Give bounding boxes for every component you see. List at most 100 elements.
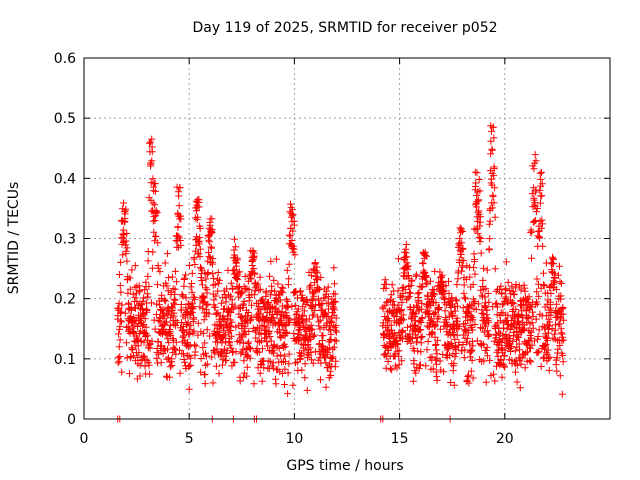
data-point — [314, 286, 322, 294]
y-tick-label: 0.1 — [54, 352, 76, 368]
data-point — [189, 305, 197, 313]
data-point — [452, 296, 460, 304]
data-point — [409, 377, 417, 385]
data-point — [482, 346, 490, 354]
data-point — [460, 320, 467, 328]
data-point — [181, 358, 189, 366]
data-point — [277, 351, 285, 359]
data-point — [250, 291, 258, 299]
data-point — [435, 313, 443, 321]
data-point — [243, 353, 251, 361]
data-point — [487, 175, 495, 183]
data-point — [148, 148, 156, 156]
data-point — [180, 356, 188, 363]
data-point — [530, 337, 538, 345]
data-point — [458, 239, 466, 247]
data-point — [283, 266, 291, 274]
data-point — [254, 280, 262, 288]
data-point — [524, 348, 531, 356]
data-point — [484, 290, 492, 297]
data-point — [383, 298, 390, 306]
data-point — [475, 234, 483, 241]
data-point — [465, 379, 473, 387]
data-point — [186, 262, 193, 269]
data-point — [471, 321, 479, 328]
data-point — [406, 288, 414, 296]
data-point — [427, 315, 435, 323]
data-point — [513, 361, 521, 369]
data-point — [291, 289, 299, 297]
data-point — [318, 300, 326, 308]
data-point — [387, 291, 395, 299]
data-point — [205, 253, 213, 261]
data-point — [490, 134, 498, 142]
data-point — [123, 257, 131, 265]
data-point — [182, 294, 190, 302]
data-point — [484, 352, 491, 360]
data-point — [162, 318, 170, 326]
data-point — [265, 298, 272, 306]
data-point — [525, 293, 533, 301]
data-point — [451, 307, 459, 315]
data-point — [454, 302, 461, 310]
data-point — [445, 352, 453, 359]
data-point — [325, 299, 333, 307]
data-point — [417, 319, 425, 326]
data-point — [527, 328, 535, 336]
data-point — [250, 380, 258, 388]
data-point — [303, 386, 311, 394]
data-point — [263, 323, 271, 331]
data-point — [540, 282, 548, 290]
data-point — [469, 316, 477, 324]
data-point — [422, 273, 430, 281]
data-point — [424, 338, 432, 345]
data-point — [271, 287, 279, 295]
data-point — [301, 374, 309, 382]
data-point — [128, 266, 136, 274]
data-point — [233, 256, 241, 264]
data-point — [203, 289, 211, 297]
data-point — [468, 356, 476, 364]
data-point — [464, 329, 472, 337]
data-point — [500, 352, 508, 360]
data-point — [311, 331, 318, 339]
data-point — [174, 223, 182, 231]
data-point — [175, 192, 183, 200]
data-point — [278, 358, 286, 366]
data-point — [500, 362, 508, 370]
data-point — [398, 298, 406, 306]
data-point — [307, 272, 315, 280]
data-point — [331, 306, 339, 314]
data-point — [231, 359, 239, 367]
data-point — [404, 294, 412, 302]
data-point — [126, 370, 133, 378]
data-point — [317, 376, 324, 384]
data-point — [442, 282, 450, 290]
data-point — [475, 176, 483, 183]
data-point — [534, 333, 542, 340]
data-point — [407, 339, 415, 347]
data-point — [130, 352, 137, 360]
data-point — [508, 282, 516, 290]
data-point — [135, 349, 143, 356]
data-point — [415, 289, 423, 297]
data-point — [217, 348, 225, 356]
data-point — [115, 299, 123, 307]
data-point — [544, 346, 552, 354]
data-point — [284, 281, 292, 289]
data-point — [448, 294, 456, 302]
data-point — [296, 349, 304, 357]
data-point — [154, 338, 162, 346]
data-point — [536, 234, 544, 242]
data-point — [121, 309, 129, 317]
data-point — [168, 273, 176, 281]
data-point — [474, 229, 482, 237]
data-point — [245, 328, 253, 335]
data-point — [245, 338, 253, 346]
data-point — [445, 290, 453, 297]
data-point — [408, 277, 416, 285]
data-point — [244, 309, 252, 316]
data-point — [215, 279, 223, 287]
data-point — [247, 275, 255, 283]
data-point — [514, 334, 522, 341]
